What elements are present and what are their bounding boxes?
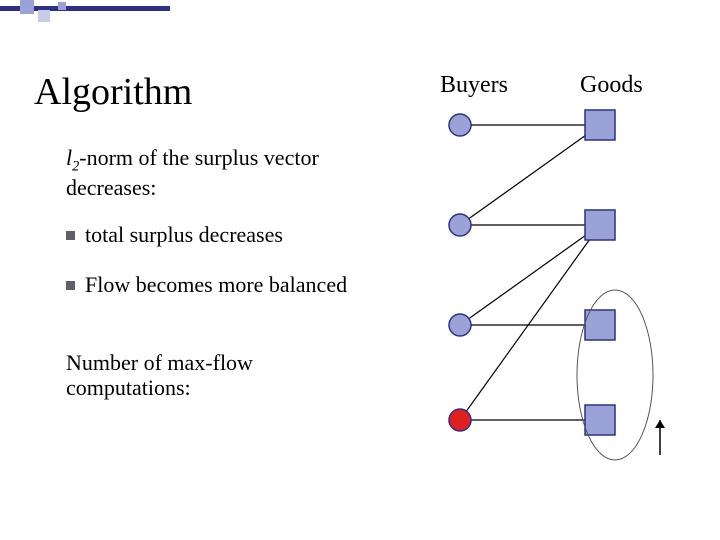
good-node	[585, 210, 615, 240]
graph-edge	[460, 225, 600, 420]
graph-edge	[460, 125, 600, 225]
good-node	[585, 405, 615, 435]
good-node	[585, 110, 615, 140]
bullet-flow-balanced: Flow becomes more balanced	[66, 272, 406, 298]
column-header-buyers: Buyers	[440, 72, 508, 99]
column-header-goods: Goods	[580, 72, 643, 99]
buyer-node	[449, 314, 471, 336]
corner-decoration	[0, 0, 170, 28]
bipartite-graph	[420, 100, 700, 500]
bullet-icon	[66, 281, 75, 290]
bullet-icon	[66, 231, 75, 240]
buyer-node	[449, 214, 471, 236]
bullet-text: Flow becomes more balanced	[85, 272, 347, 298]
subtitle-l2-norm: l2-norm of the surplus vector decreases:	[66, 145, 376, 200]
bullet-total-surplus: total surplus decreases	[66, 222, 396, 248]
arrow-head-icon	[655, 420, 665, 428]
buyer-node	[449, 114, 471, 136]
graph-edge	[460, 225, 600, 325]
bullet-text: total surplus decreases	[85, 222, 283, 248]
good-node	[585, 310, 615, 340]
slide-title: Algorithm	[34, 70, 192, 114]
buyer-node-active	[449, 409, 471, 431]
paragraph-maxflow: Number of max-flow computations:	[66, 350, 326, 401]
